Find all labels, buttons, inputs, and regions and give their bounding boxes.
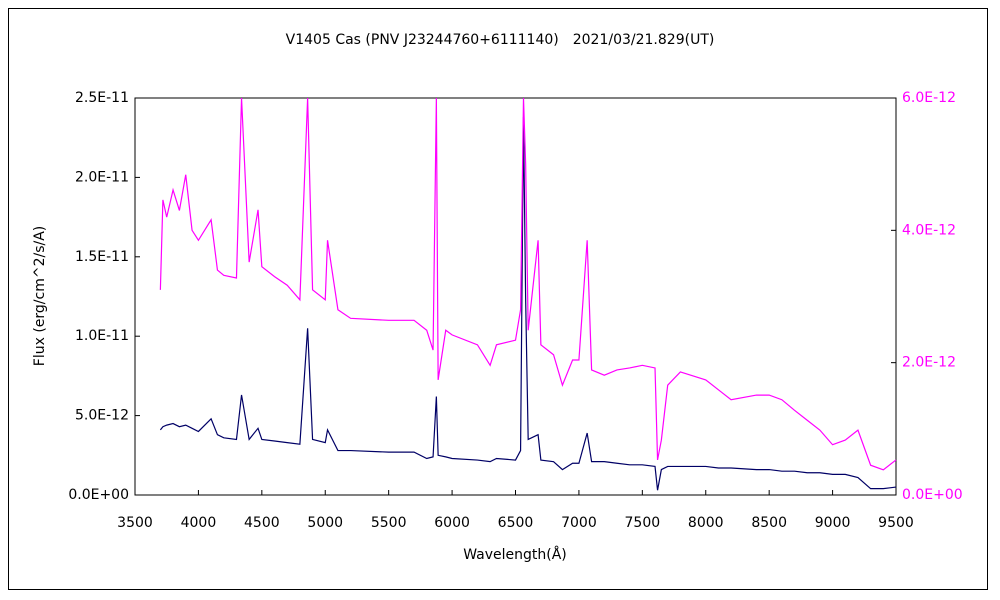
- y2-tick-label: 6.0E-12: [902, 90, 956, 106]
- x-tick-label: 7000: [561, 515, 597, 531]
- y2-tick-label: 4.0E-12: [902, 222, 956, 238]
- y-tick-label: 1.5E-11: [75, 249, 129, 265]
- y2-tick-label: 2.0E-12: [902, 355, 956, 371]
- x-tick-label: 5500: [371, 515, 407, 531]
- x-tick-label: 3500: [117, 515, 153, 531]
- x-tick-label: 6000: [434, 515, 470, 531]
- y-tick-label: 1.0E-11: [75, 328, 129, 344]
- y-axis-label: Flux (erg/cm^2/s/A): [32, 226, 48, 366]
- x-tick-label: 7500: [625, 515, 661, 531]
- series-line: [159, 117, 897, 491]
- x-tick-label: 8000: [688, 515, 724, 531]
- x-tick-label: 4500: [244, 515, 280, 531]
- y-tick-label: 2.5E-11: [75, 90, 129, 106]
- y-tick-label: 0.0E+00: [68, 487, 129, 503]
- x-tick-label: 6500: [498, 515, 534, 531]
- x-axis-label: Wavelength(Å): [463, 546, 567, 563]
- y-tick-label: 5.0E-12: [75, 408, 129, 424]
- chart-title: V1405 Cas (PNV J23244760+6111140) 2021/0…: [286, 32, 715, 48]
- x-tick-label: 9000: [815, 515, 851, 531]
- x-tick-label: 4000: [181, 515, 217, 531]
- x-tick-label: 8500: [751, 515, 787, 531]
- x-tick-label: 9500: [878, 515, 914, 531]
- chart-border: [8, 8, 988, 590]
- series-line: [159, 97, 897, 471]
- x-tick-label: 5000: [307, 515, 343, 531]
- y-tick-label: 2.0E-11: [75, 169, 129, 185]
- y2-tick-label: 0.0E+00: [902, 487, 963, 503]
